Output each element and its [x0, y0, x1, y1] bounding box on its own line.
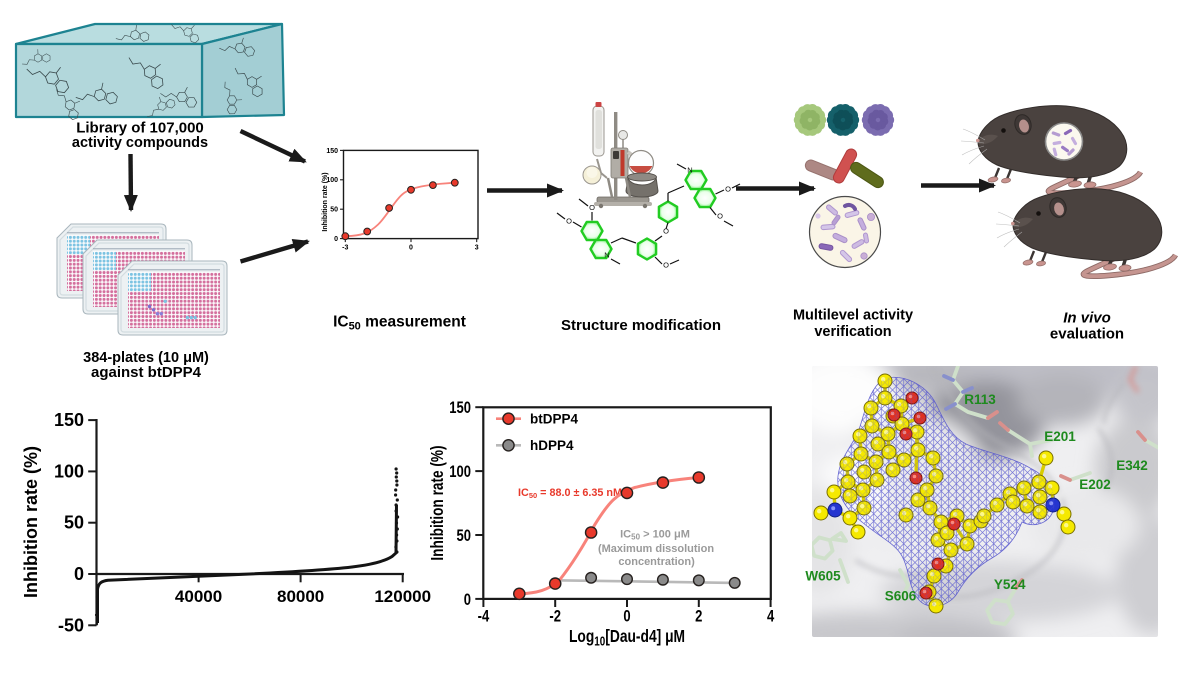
svg-text:IC50 = 88.0 ± 6.35 nM: IC50 = 88.0 ± 6.35 nM [518, 487, 622, 500]
svg-text:0: 0 [409, 245, 413, 252]
svg-text:0: 0 [334, 236, 338, 243]
svg-text:O: O [725, 185, 731, 194]
svg-text:4: 4 [767, 608, 775, 626]
svg-text:150: 150 [449, 400, 471, 418]
svg-text:50: 50 [64, 513, 84, 533]
svg-text:O: O [663, 227, 669, 236]
svg-text:Log10[Dau-d4] μM: Log10[Dau-d4] μM [569, 628, 685, 649]
svg-text:3: 3 [475, 245, 479, 252]
svg-text:against btDPP4: against btDPP4 [91, 364, 202, 381]
svg-text:verification: verification [814, 324, 891, 340]
svg-text:150: 150 [54, 410, 84, 430]
svg-text:100: 100 [54, 461, 84, 481]
svg-text:Y524: Y524 [994, 577, 1026, 592]
svg-text:120000: 120000 [374, 587, 431, 606]
svg-text:IC50 measurement: IC50 measurement [333, 314, 466, 333]
svg-text:80000: 80000 [277, 587, 324, 606]
svg-text:Inhibition rate (%): Inhibition rate (%) [21, 446, 41, 598]
svg-text:100: 100 [326, 177, 338, 184]
svg-text:btDPP4: btDPP4 [530, 412, 579, 427]
svg-text:Library of 107,000: Library of 107,000 [76, 120, 204, 137]
svg-text:Structure modification: Structure modification [561, 317, 721, 334]
svg-text:In vivo: In vivo [1063, 310, 1111, 327]
svg-text:activity compounds: activity compounds [72, 135, 208, 151]
svg-text:concentration): concentration) [618, 556, 695, 568]
svg-text:IC50 > 100 μM: IC50 > 100 μM [620, 528, 690, 541]
svg-text:0: 0 [74, 564, 84, 584]
svg-text:Inhibition rate (%): Inhibition rate (%) [322, 172, 329, 231]
svg-text:100: 100 [449, 464, 471, 482]
svg-text:384-plates (10 μM): 384-plates (10 μM) [83, 350, 209, 366]
svg-text:E342: E342 [1116, 458, 1148, 473]
svg-text:0: 0 [464, 592, 471, 610]
svg-text:hDPP4: hDPP4 [530, 438, 574, 453]
svg-text:(Maximum dissolution: (Maximum dissolution [598, 543, 714, 555]
svg-text:O: O [566, 217, 572, 226]
svg-text:-2: -2 [549, 608, 561, 626]
svg-text:evaluation: evaluation [1050, 326, 1124, 343]
svg-text:S606: S606 [885, 589, 917, 604]
svg-text:Inhibition rate (%): Inhibition rate (%) [429, 445, 448, 560]
svg-text:40000: 40000 [175, 587, 222, 606]
svg-text:-50: -50 [58, 615, 84, 635]
svg-text:150: 150 [326, 148, 338, 155]
svg-text:2: 2 [695, 608, 702, 626]
svg-text:E202: E202 [1079, 477, 1111, 492]
svg-text:R113: R113 [964, 392, 996, 407]
svg-text:N: N [687, 166, 692, 175]
svg-text:O: O [717, 212, 723, 221]
svg-text:W605: W605 [805, 569, 841, 584]
svg-text:0: 0 [623, 608, 630, 626]
svg-text:50: 50 [457, 528, 471, 546]
svg-text:O: O [589, 203, 595, 212]
svg-text:Multilevel activity: Multilevel activity [793, 308, 913, 324]
svg-text:O: O [663, 261, 669, 270]
svg-text:-3: -3 [342, 245, 348, 252]
svg-text:E201: E201 [1044, 429, 1076, 444]
svg-text:N: N [604, 251, 609, 260]
svg-text:50: 50 [330, 207, 338, 214]
svg-text:-4: -4 [478, 608, 490, 626]
